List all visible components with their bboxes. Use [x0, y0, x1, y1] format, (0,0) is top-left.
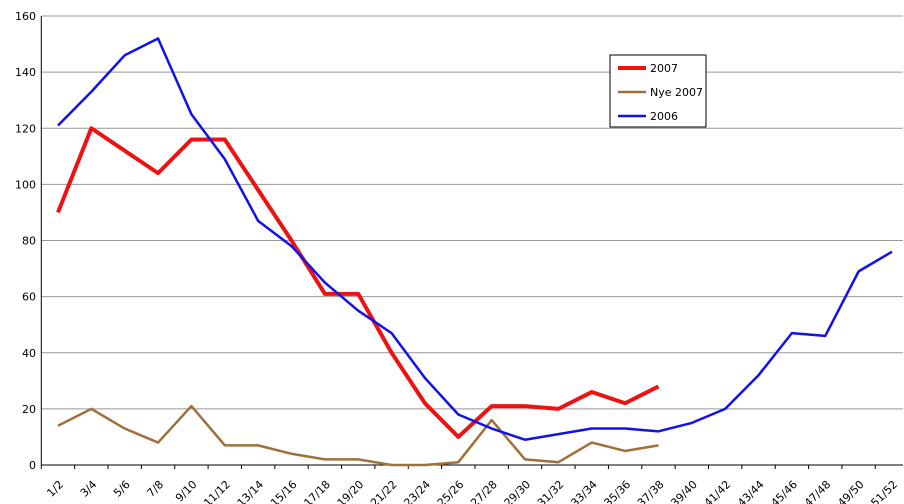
- legend-label: Nye 2007: [650, 86, 703, 99]
- y-tick-label: 160: [15, 10, 36, 23]
- x-tick-label: 15/16: [268, 478, 300, 504]
- legend-label: 2006: [650, 110, 678, 123]
- x-tick-label: 27/28: [468, 478, 500, 504]
- y-tick-label: 40: [22, 347, 36, 360]
- series-line: [57, 404, 659, 467]
- y-tick-label: 80: [22, 235, 36, 248]
- x-tick-label: 49/50: [835, 478, 867, 504]
- x-tick-label: 7/8: [144, 478, 166, 500]
- series-line: [56, 126, 660, 439]
- x-tick-label: 9/10: [173, 478, 200, 504]
- x-tick-label: 45/46: [768, 478, 800, 504]
- x-tick-label: 47/48: [802, 478, 834, 504]
- x-tick-label: 31/32: [535, 478, 567, 504]
- y-tick-label: 60: [22, 291, 36, 304]
- x-tick-label: 13/14: [235, 478, 267, 504]
- x-tick-label: 3/4: [78, 478, 100, 500]
- x-tick-label: 37/38: [635, 478, 667, 504]
- x-tick-label: 1/2: [44, 478, 66, 500]
- x-tick-label: 43/44: [735, 478, 767, 504]
- x-tick-label: 19/20: [335, 478, 367, 504]
- x-tick-label: 51/52: [868, 478, 900, 504]
- y-tick-label: 120: [15, 122, 36, 135]
- x-tick-label: 33/34: [568, 478, 600, 504]
- x-tick-label: 21/22: [368, 478, 400, 504]
- x-tick-label: 5/6: [111, 478, 133, 500]
- y-tick-label: 100: [15, 178, 36, 191]
- x-tick-label: 23/24: [401, 478, 433, 504]
- x-tick-label: 41/42: [702, 478, 734, 504]
- x-tick-label: 11/12: [201, 478, 233, 504]
- y-tick-label: 0: [29, 459, 36, 472]
- y-tick-label: 20: [22, 403, 36, 416]
- x-tick-label: 17/18: [301, 478, 333, 504]
- y-tick-label: 140: [15, 66, 36, 79]
- x-tick-label: 39/40: [668, 478, 700, 504]
- x-tick-label: 35/36: [602, 478, 634, 504]
- x-tick-label: 29/30: [502, 478, 534, 504]
- series-line: [57, 37, 893, 441]
- x-tick-label: 25/26: [435, 478, 467, 504]
- legend-label: 2007: [650, 62, 678, 75]
